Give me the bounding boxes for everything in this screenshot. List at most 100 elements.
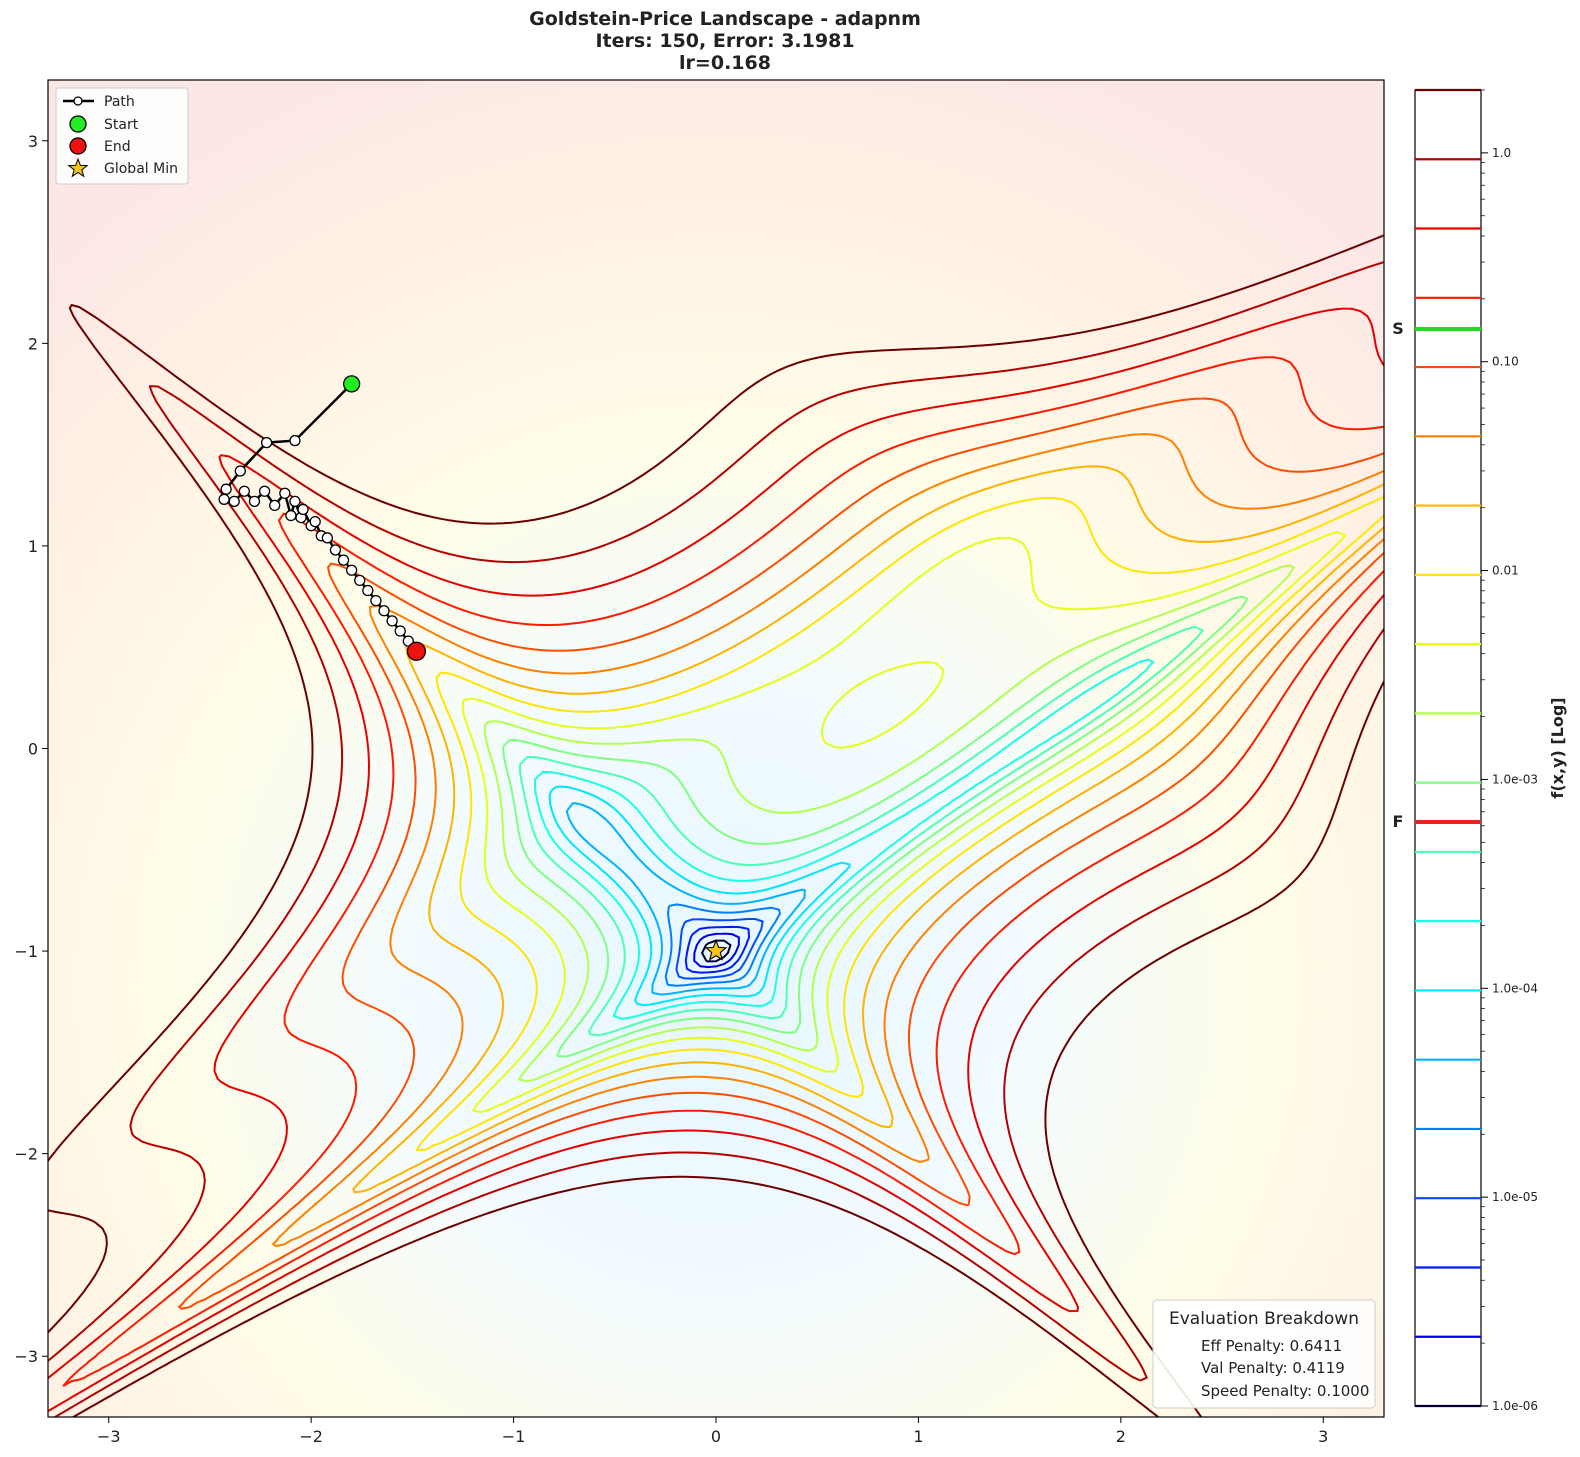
path-point — [279, 487, 291, 499]
path-point — [337, 554, 350, 566]
start-marker — [342, 375, 361, 393]
legend: Path Start End Global Min — [55, 87, 189, 185]
path-point — [234, 465, 246, 477]
colorbar-label: f(x,y) [Log] — [1548, 697, 1567, 798]
path-point — [386, 615, 398, 627]
contour-level — [664, 903, 781, 987]
contour-level — [62, 356, 1384, 1387]
title-line-3: lr=0.168 — [679, 52, 771, 74]
x-tick-label: 2 — [1116, 1427, 1126, 1446]
contour-level — [693, 932, 740, 969]
path-point — [329, 544, 342, 556]
legend-global-min-icon — [67, 157, 89, 178]
path-point — [394, 625, 406, 637]
markers — [342, 375, 728, 961]
end-marker — [406, 641, 427, 661]
contour-level — [272, 433, 1384, 1247]
x-tick-label: 1 — [913, 1427, 923, 1446]
path-point — [370, 594, 382, 607]
chart-title: Goldstein-Price Landscape - adapnm Iters… — [0, 8, 1450, 74]
contour-level — [519, 625, 1204, 1037]
speed-penalty: Speed Penalty: 0.1000 — [1201, 1382, 1369, 1400]
contour-level — [415, 495, 1384, 1152]
legend-path-label: Path — [104, 94, 135, 110]
contour-level — [534, 658, 1155, 1020]
legend-path-marker — [73, 96, 83, 106]
y-tick-label: −1 — [14, 942, 38, 961]
colorbar-tick-label: 1.0e-06 — [1492, 1399, 1538, 1413]
contour-level — [461, 531, 1346, 1114]
path-point — [260, 436, 273, 449]
y-tick-label: 0 — [28, 740, 38, 759]
legend-box — [55, 87, 189, 185]
path-point — [218, 493, 230, 505]
path-point — [269, 499, 281, 512]
val-penalty: Val Penalty: 0.4119 — [1201, 1359, 1345, 1377]
legend-start-label: Start — [104, 117, 139, 133]
contour-level — [548, 785, 851, 1007]
path-point — [297, 503, 309, 516]
legend-end-marker — [69, 137, 87, 155]
path-point — [321, 532, 333, 544]
colorbar-tick-label: 1.0e-03 — [1492, 772, 1538, 786]
colorbar-tick-label: 1.0e-04 — [1492, 981, 1538, 995]
colorbar-tick-label: 1.0 — [1492, 146, 1511, 160]
colorbar: 1.00.100.011.0e-031.0e-041.0e-051.0e-06 … — [1392, 88, 1567, 1413]
x-tick-label: −2 — [299, 1427, 323, 1446]
y-tick-label: −3 — [14, 1347, 38, 1366]
colorbar-tick-label: 1.0e-05 — [1492, 1190, 1538, 1204]
path-point — [285, 509, 297, 522]
contour-level — [178, 397, 1384, 1310]
path-point — [345, 564, 358, 576]
y-axis-ticks: −3 −2 −1 0 1 2 3 — [14, 132, 48, 1366]
legend-start-marker — [69, 115, 87, 133]
contour-level — [48, 307, 1384, 1413]
title-line-2: Iters: 150, Error: 3.1981 — [595, 30, 855, 52]
evaluation-box: Evaluation Breakdown Eff Penalty: 0.6411… — [1152, 1299, 1376, 1409]
y-tick-label: −2 — [14, 1145, 38, 1164]
path-point — [289, 495, 301, 508]
path-point — [258, 485, 271, 497]
x-tick-label: −1 — [502, 1427, 526, 1446]
contour-level — [565, 802, 806, 996]
path-point — [220, 483, 232, 495]
y-tick-label: 1 — [28, 537, 38, 556]
colorbar-level-lines — [1415, 88, 1481, 1408]
x-axis-ticks: −3 −2 −1 0 1 2 3 — [97, 1417, 1328, 1446]
y-tick-label: 2 — [28, 334, 38, 353]
legend-end-label: End — [104, 139, 131, 155]
path-point — [238, 485, 251, 497]
path-point — [362, 584, 374, 597]
optimizer-path — [218, 378, 423, 657]
y-tick-label: 3 — [28, 132, 38, 151]
contour-lines — [48, 234, 1384, 1417]
path-point — [354, 574, 366, 587]
title-line-1: Goldstein-Price Landscape - adapnm — [529, 8, 921, 30]
plot-area — [48, 80, 1384, 1417]
colorbar-tick-label: 0.01 — [1492, 564, 1519, 578]
path-point — [378, 605, 390, 617]
contour-level — [48, 234, 1384, 1417]
global-min-star — [704, 939, 728, 961]
eff-penalty: Eff Penalty: 0.6411 — [1201, 1337, 1342, 1355]
path-point — [289, 434, 301, 447]
colorbar-ticks: 1.0 0.10 0.01 1.0e-03 1.0e-04 1.0e-05 1.0e-06 — [1481, 89, 1538, 1413]
path-point — [309, 515, 321, 528]
path-point — [248, 495, 261, 508]
colorbar-end-marker-label: F — [1393, 812, 1404, 831]
legend-global-min-label: Global Min — [104, 161, 178, 177]
contour-level — [684, 925, 751, 974]
colorbar-start-marker-label: S — [1392, 319, 1404, 338]
path-point — [228, 495, 240, 508]
colorbar-tick-label: 0.10 — [1492, 355, 1519, 369]
x-tick-label: −3 — [97, 1427, 121, 1446]
contour-level — [483, 564, 1295, 1083]
x-tick-label: 3 — [1318, 1427, 1328, 1446]
contour-level — [502, 595, 1249, 1058]
x-tick-label: 0 — [711, 1427, 721, 1446]
colorbar-frame — [1414, 89, 1482, 1407]
contour-level — [675, 918, 764, 980]
evaluation-frame — [1152, 1299, 1376, 1409]
evaluation-title: Evaluation Breakdown — [1169, 1309, 1359, 1329]
